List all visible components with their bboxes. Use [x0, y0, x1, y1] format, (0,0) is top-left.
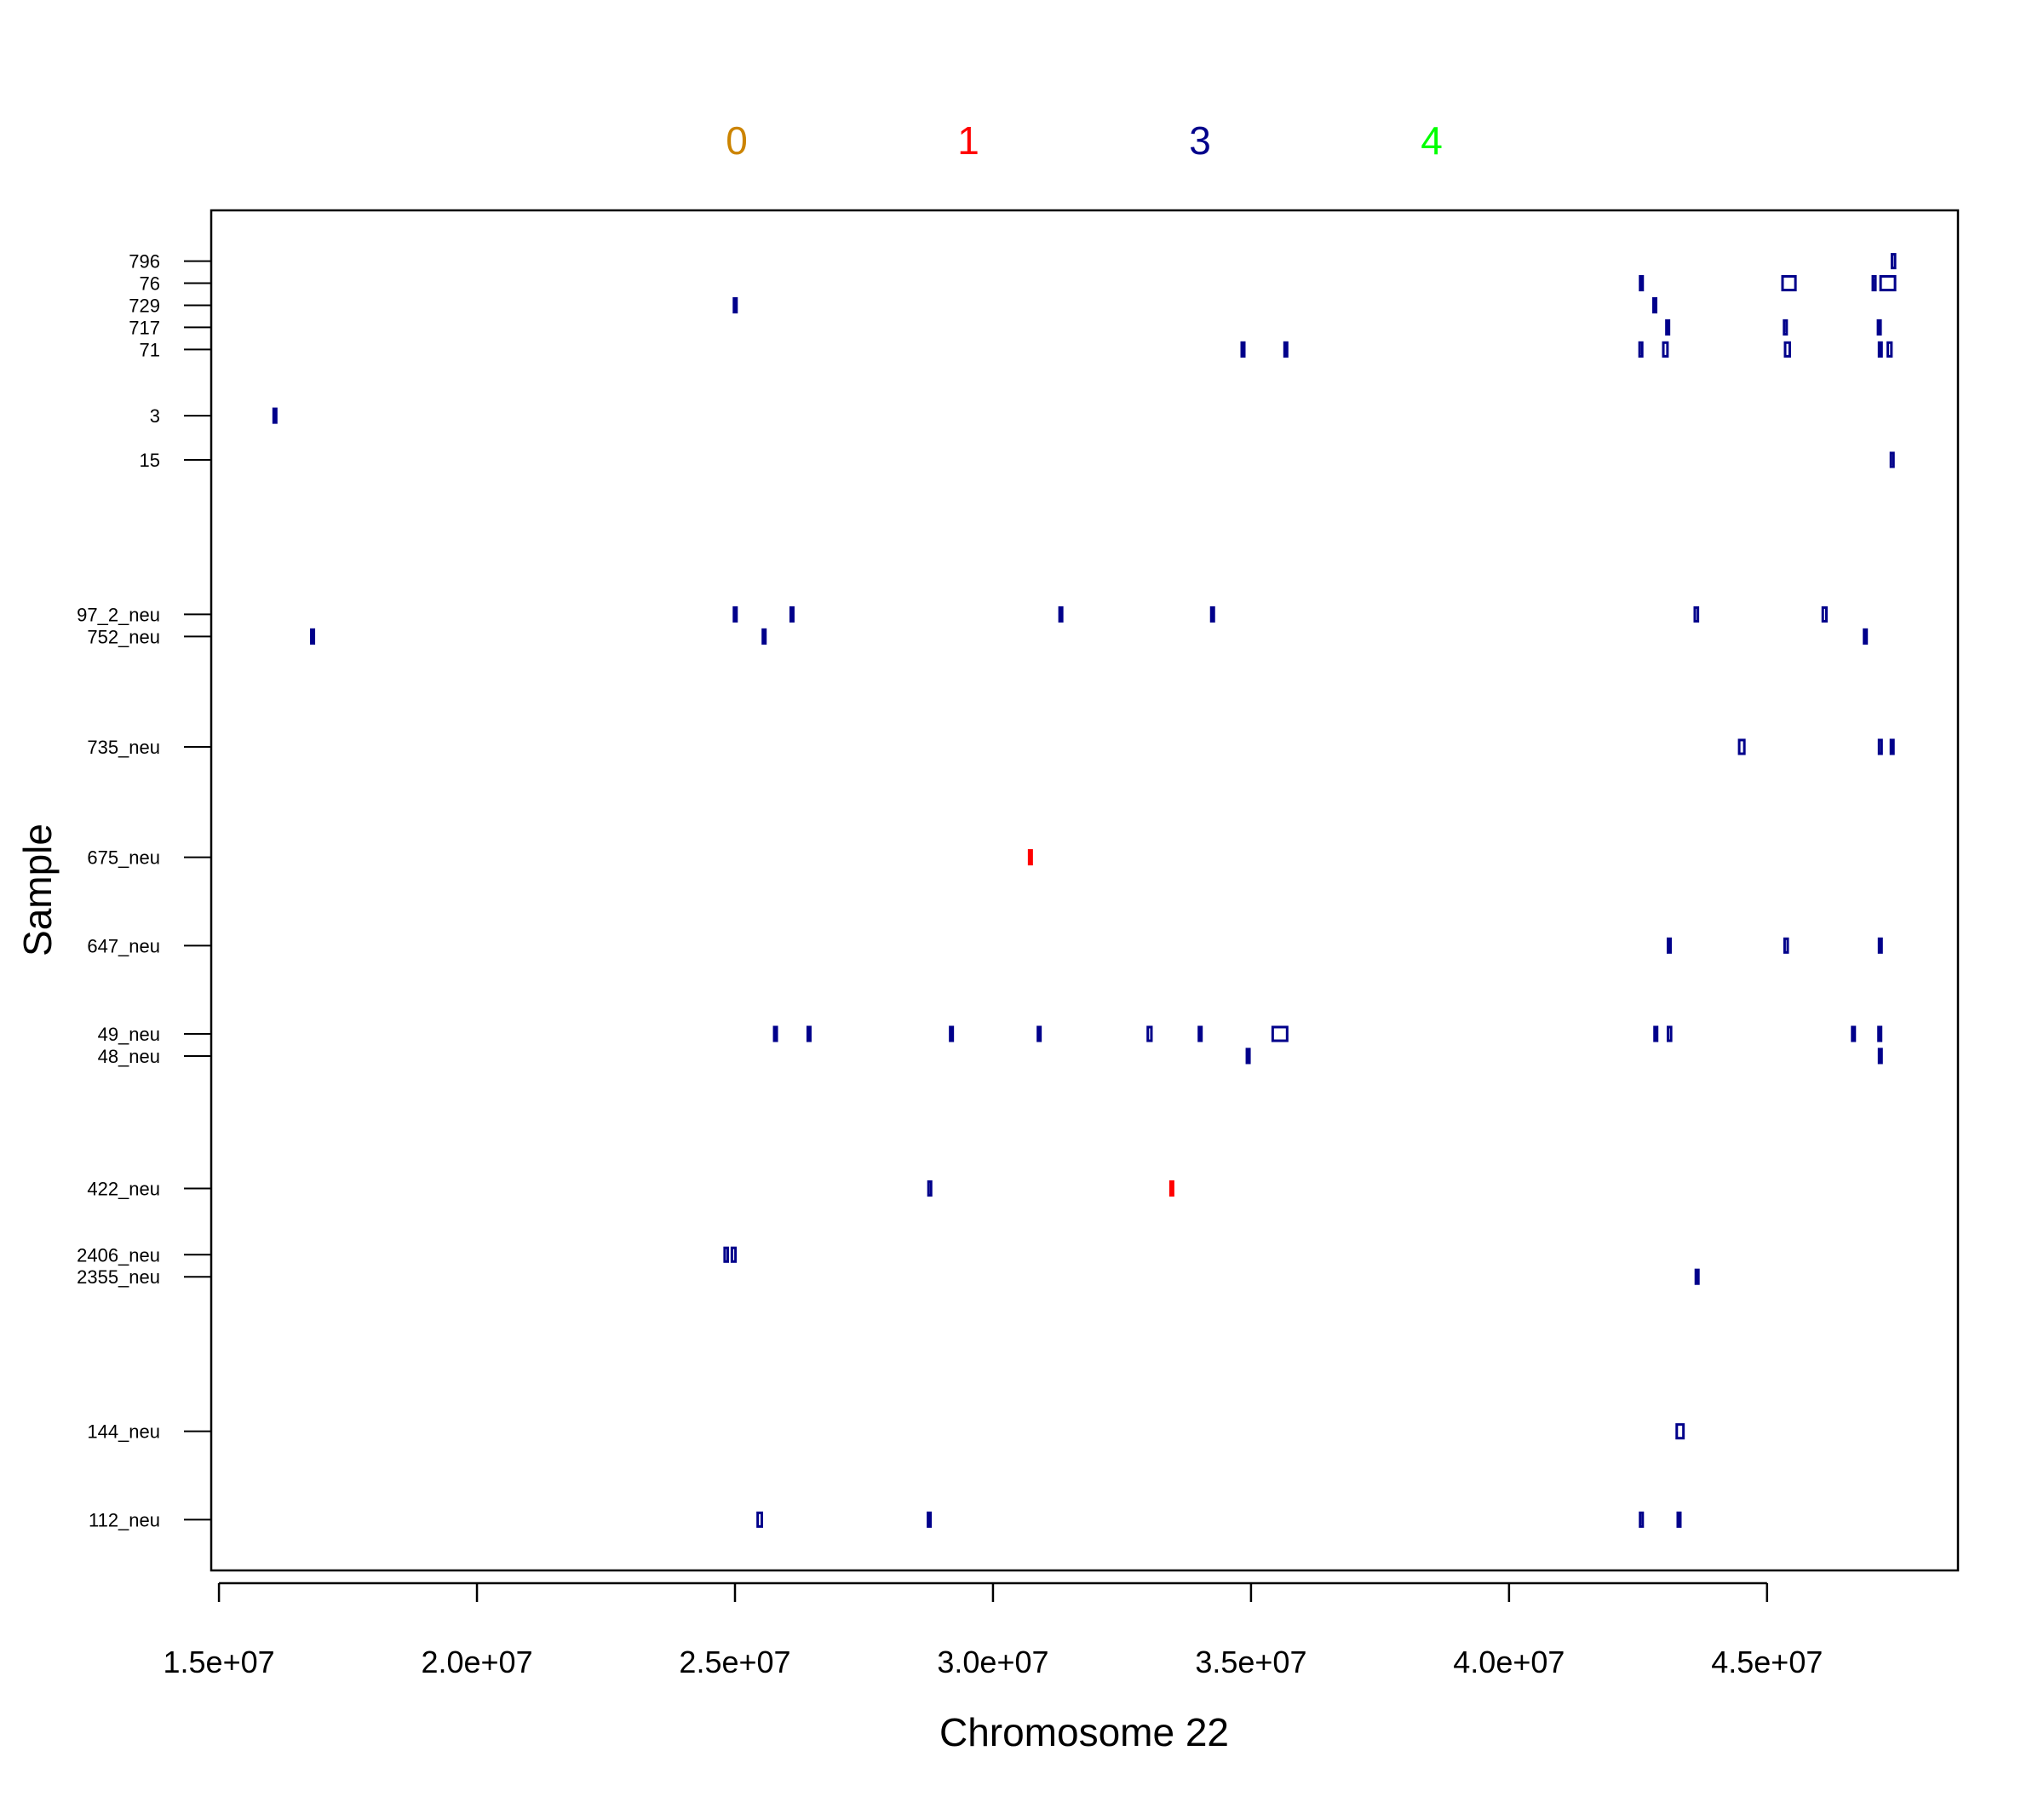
y-tick-label: 735_neu — [87, 737, 160, 758]
y-tick-label: 717 — [129, 317, 160, 338]
segment-3-752_neu — [1863, 628, 1869, 645]
segment-3-71 — [1886, 341, 1893, 358]
segment-3-71 — [1877, 341, 1883, 358]
segment-3-71 — [1283, 341, 1289, 358]
segment-3-647_neu — [1877, 937, 1883, 954]
segment-3-48_neu — [1877, 1048, 1883, 1065]
y-tick-label: 15 — [140, 450, 160, 471]
segment-3-112_neu — [1676, 1511, 1682, 1528]
segment-1-422_neu — [1168, 1180, 1174, 1197]
segment-3-71 — [1240, 341, 1246, 358]
segment-3-76 — [1781, 275, 1797, 292]
segment-3-76 — [1871, 275, 1877, 292]
x-tick-label: 1.5e+07 — [164, 1645, 275, 1679]
segment-3-2406_neu — [730, 1246, 738, 1263]
y-tick-label: 647_neu — [87, 935, 160, 956]
segment-3-2406_neu — [723, 1246, 730, 1263]
segment-3-97_2_neu — [1209, 606, 1215, 623]
segment-3-144_neu — [1675, 1423, 1685, 1440]
segment-3-49_neu — [772, 1025, 778, 1042]
x-tick-label: 4.5e+07 — [1711, 1645, 1823, 1679]
segment-3-76 — [1879, 275, 1897, 292]
segment-3-112_neu — [756, 1511, 764, 1528]
segment-3-735_neu — [1889, 738, 1895, 755]
segment-3-796 — [1890, 253, 1897, 270]
y-tick-label: 48_neu — [98, 1046, 160, 1067]
x-tick-label: 2.5e+07 — [679, 1645, 790, 1679]
x-tick-label: 3.5e+07 — [1195, 1645, 1306, 1679]
segment-3-71 — [1638, 341, 1644, 358]
y-tick-label: 2355_neu — [77, 1266, 160, 1288]
segment-3-49_neu — [1197, 1025, 1203, 1042]
segment-3-97_2_neu — [1821, 606, 1828, 623]
segment-3-49_neu — [1851, 1025, 1857, 1042]
y-tick-label: 796 — [129, 251, 160, 273]
x-tick-label: 3.0e+07 — [937, 1645, 1048, 1679]
segment-3-97_2_neu — [1058, 606, 1064, 623]
y-tick-label: 112_neu — [89, 1509, 160, 1530]
y-tick-label: 49_neu — [98, 1024, 160, 1045]
segment-3-97_2_neu — [1693, 606, 1700, 623]
segment-3-647_neu — [1783, 937, 1789, 954]
y-tick-label: 71 — [140, 339, 160, 360]
segment-3-49_neu — [1877, 1025, 1883, 1042]
segment-3-112_neu — [927, 1511, 933, 1528]
segment-3-48_neu — [1245, 1048, 1251, 1065]
segment-3-735_neu — [1737, 738, 1746, 755]
segment-3-49_neu — [1036, 1025, 1042, 1042]
segment-3-717 — [1876, 319, 1882, 336]
y-tick-label: 752_neu — [87, 626, 160, 647]
y-tick-label: 675_neu — [87, 847, 160, 869]
segment-3-752_neu — [761, 628, 767, 645]
segment-3-76 — [1639, 275, 1645, 292]
segment-3-71 — [1783, 341, 1791, 358]
x-axis-title: Chromosome 22 — [939, 1710, 1229, 1754]
segment-3-647_neu — [1666, 937, 1672, 954]
segment-3-49_neu — [1653, 1025, 1659, 1042]
segment-1-675_neu — [1027, 849, 1033, 866]
y-tick-label: 97_2_neu — [77, 604, 160, 625]
segment-3-2355_neu — [1694, 1268, 1700, 1285]
y-tick-label: 144_neu — [87, 1421, 160, 1443]
legend-item-3: 3 — [1189, 118, 1211, 163]
y-tick-label: 729 — [129, 295, 160, 316]
segment-3-49_neu — [949, 1025, 955, 1042]
y-tick-label: 3 — [150, 405, 160, 427]
segment-3-49_neu — [1666, 1025, 1673, 1042]
y-tick-label: 422_neu — [87, 1178, 160, 1199]
x-tick-label: 4.0e+07 — [1453, 1645, 1565, 1679]
segment-3-49_neu — [1271, 1025, 1289, 1042]
segment-3-717 — [1783, 319, 1788, 336]
segment-3-717 — [1665, 319, 1671, 336]
x-tick-label: 2.0e+07 — [421, 1645, 532, 1679]
segments-layer — [272, 253, 1897, 1528]
y-axis-title: Sample — [15, 824, 60, 956]
y-tick-label: 2406_neu — [77, 1244, 160, 1266]
segment-3-752_neu — [310, 628, 316, 645]
legend-item-4: 4 — [1421, 118, 1443, 163]
legend-item-0: 0 — [726, 118, 748, 163]
segment-3-49_neu — [1146, 1025, 1153, 1042]
segment-3-729 — [1652, 296, 1658, 314]
plot-frame — [210, 209, 1960, 1572]
segment-3-729 — [732, 296, 738, 314]
segment-3-71 — [1662, 341, 1669, 358]
segment-3-112_neu — [1639, 1511, 1645, 1528]
segment-3-15 — [1889, 451, 1895, 468]
segment-3-422_neu — [927, 1180, 933, 1197]
segment-3-3 — [272, 407, 278, 424]
segment-3-97_2_neu — [732, 606, 738, 623]
legend: 0 1 3 4 — [726, 118, 1443, 163]
y-tick-label: 76 — [140, 273, 160, 295]
segment-3-97_2_neu — [789, 606, 795, 623]
segment-3-49_neu — [806, 1025, 812, 1042]
x-axis: 1.5e+07 2.0e+07 2.5e+07 3.0e+07 3.5e+07 4.0e+… — [164, 1582, 1823, 1679]
legend-item-1: 1 — [957, 118, 979, 163]
segment-3-735_neu — [1877, 738, 1883, 755]
